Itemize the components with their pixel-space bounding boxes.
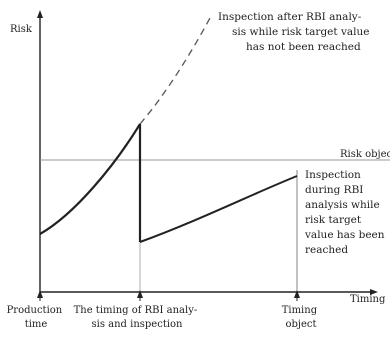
dashed-branch-annotation-line: has not been reached (246, 41, 361, 53)
risk-object-label: Risk object (340, 149, 390, 160)
rbi-timing-label-line: sis and inspection (92, 319, 184, 330)
x-axis-label: Timing (350, 294, 386, 305)
target-reached-annotation-line: Inspection (305, 169, 361, 181)
rbi-timing-label-line: The timing of RBI analy- (74, 305, 198, 316)
target-reached-annotation-line: reached (305, 244, 348, 256)
target-reached-annotation-line: value has been (304, 229, 385, 241)
timing-object-label-line: object (285, 319, 316, 330)
dashed-branch-annotation: Inspection after RBI analy- sis while ri… (218, 11, 373, 53)
risk-no-target-dashed-curve (139, 17, 211, 125)
dashed-branch-annotation-line: Inspection after RBI analy- (218, 11, 362, 23)
dashed-branch-annotation-line: sis while risk target value (232, 26, 369, 38)
target-reached-annotation: Inspection during RBI analysis while ris… (304, 169, 388, 256)
production-time-label-line: Production (7, 305, 63, 316)
risk-rise-curve (39, 123, 141, 235)
y-axis-label: Risk (10, 24, 33, 35)
rbi-timing-label: The timing of RBI analy- sis and inspect… (74, 305, 201, 330)
target-reached-annotation-line: risk target (305, 214, 362, 226)
production-time-label-line: time (25, 319, 48, 330)
timing-object-label: Timing object (282, 305, 321, 330)
production-time-label: Production time (7, 305, 66, 330)
target-reached-annotation-line: during RBI (305, 184, 363, 196)
timing-object-label-line: Timing (282, 305, 318, 316)
risk-after-inspection-curve (139, 175, 298, 243)
target-reached-annotation-line: analysis while (305, 199, 380, 211)
